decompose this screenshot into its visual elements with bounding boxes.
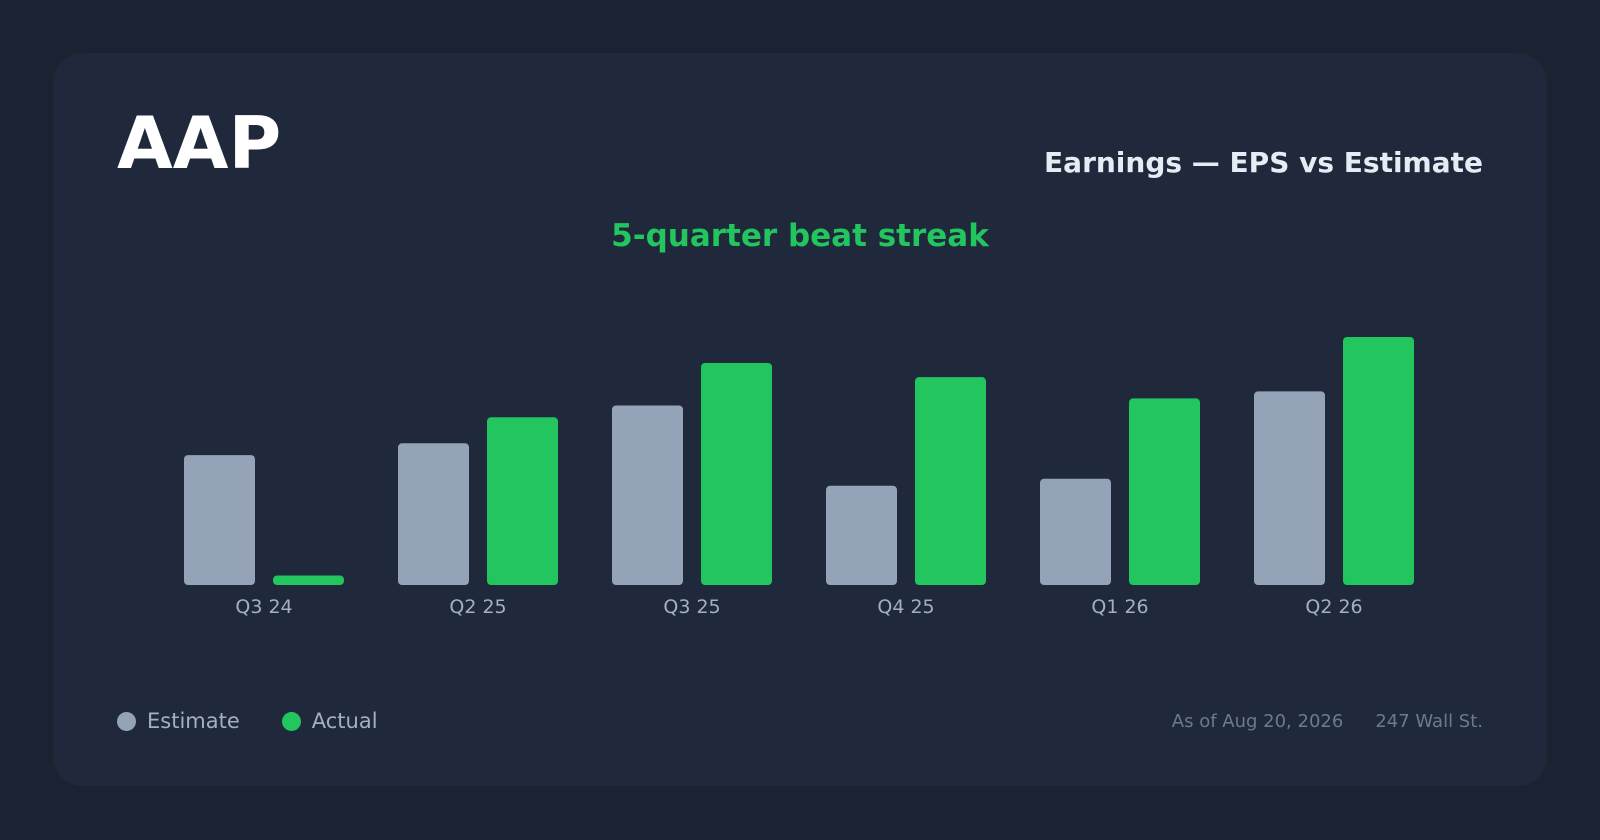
legend-label-estimate: Estimate [147,709,240,733]
estimate-bar-q2-26 [1254,391,1325,585]
as-of-date: As of Aug 20, 2026 [1172,711,1344,732]
x-tick-label: Q3 25 [663,596,720,618]
estimate-bar-q1-26 [1040,479,1111,585]
estimate-bar-q4-25 [826,486,897,585]
estimate-bar-q3-25 [612,405,683,585]
actual-bar-q1-26 [1129,398,1200,585]
x-tick-label: Q3 24 [235,596,292,618]
footer: As of Aug 20, 2026 247 Wall St. [1172,711,1483,732]
x-tick-label: Q1 26 [1091,596,1148,618]
actual-bar-q2-26 [1343,337,1414,585]
x-tick-label: Q4 25 [877,596,934,618]
actual-bar-q4-25 [915,377,986,585]
legend: Estimate Actual [117,709,420,733]
actual-bar-q3-24 [273,576,344,585]
bar-chart: Q3 24 Q2 25 Q3 25 Q4 25 Q1 26 Q2 26 [53,53,1547,786]
legend-swatch-actual [282,712,301,731]
actual-bar-q2-25 [487,417,558,585]
legend-label-actual: Actual [312,709,378,733]
estimate-bar-q3-24 [184,455,255,585]
chart-card: AAP Earnings — EPS vs Estimate 5-quarter… [53,53,1547,786]
estimate-bar-q2-25 [398,443,469,585]
legend-swatch-estimate [117,712,136,731]
legend-item-estimate: Estimate [117,709,240,733]
x-tick-label: Q2 25 [449,596,506,618]
legend-item-actual: Actual [282,709,378,733]
x-tick-label: Q2 26 [1305,596,1362,618]
actual-bar-q3-25 [701,363,772,585]
source-credit: 247 Wall St. [1375,711,1483,732]
